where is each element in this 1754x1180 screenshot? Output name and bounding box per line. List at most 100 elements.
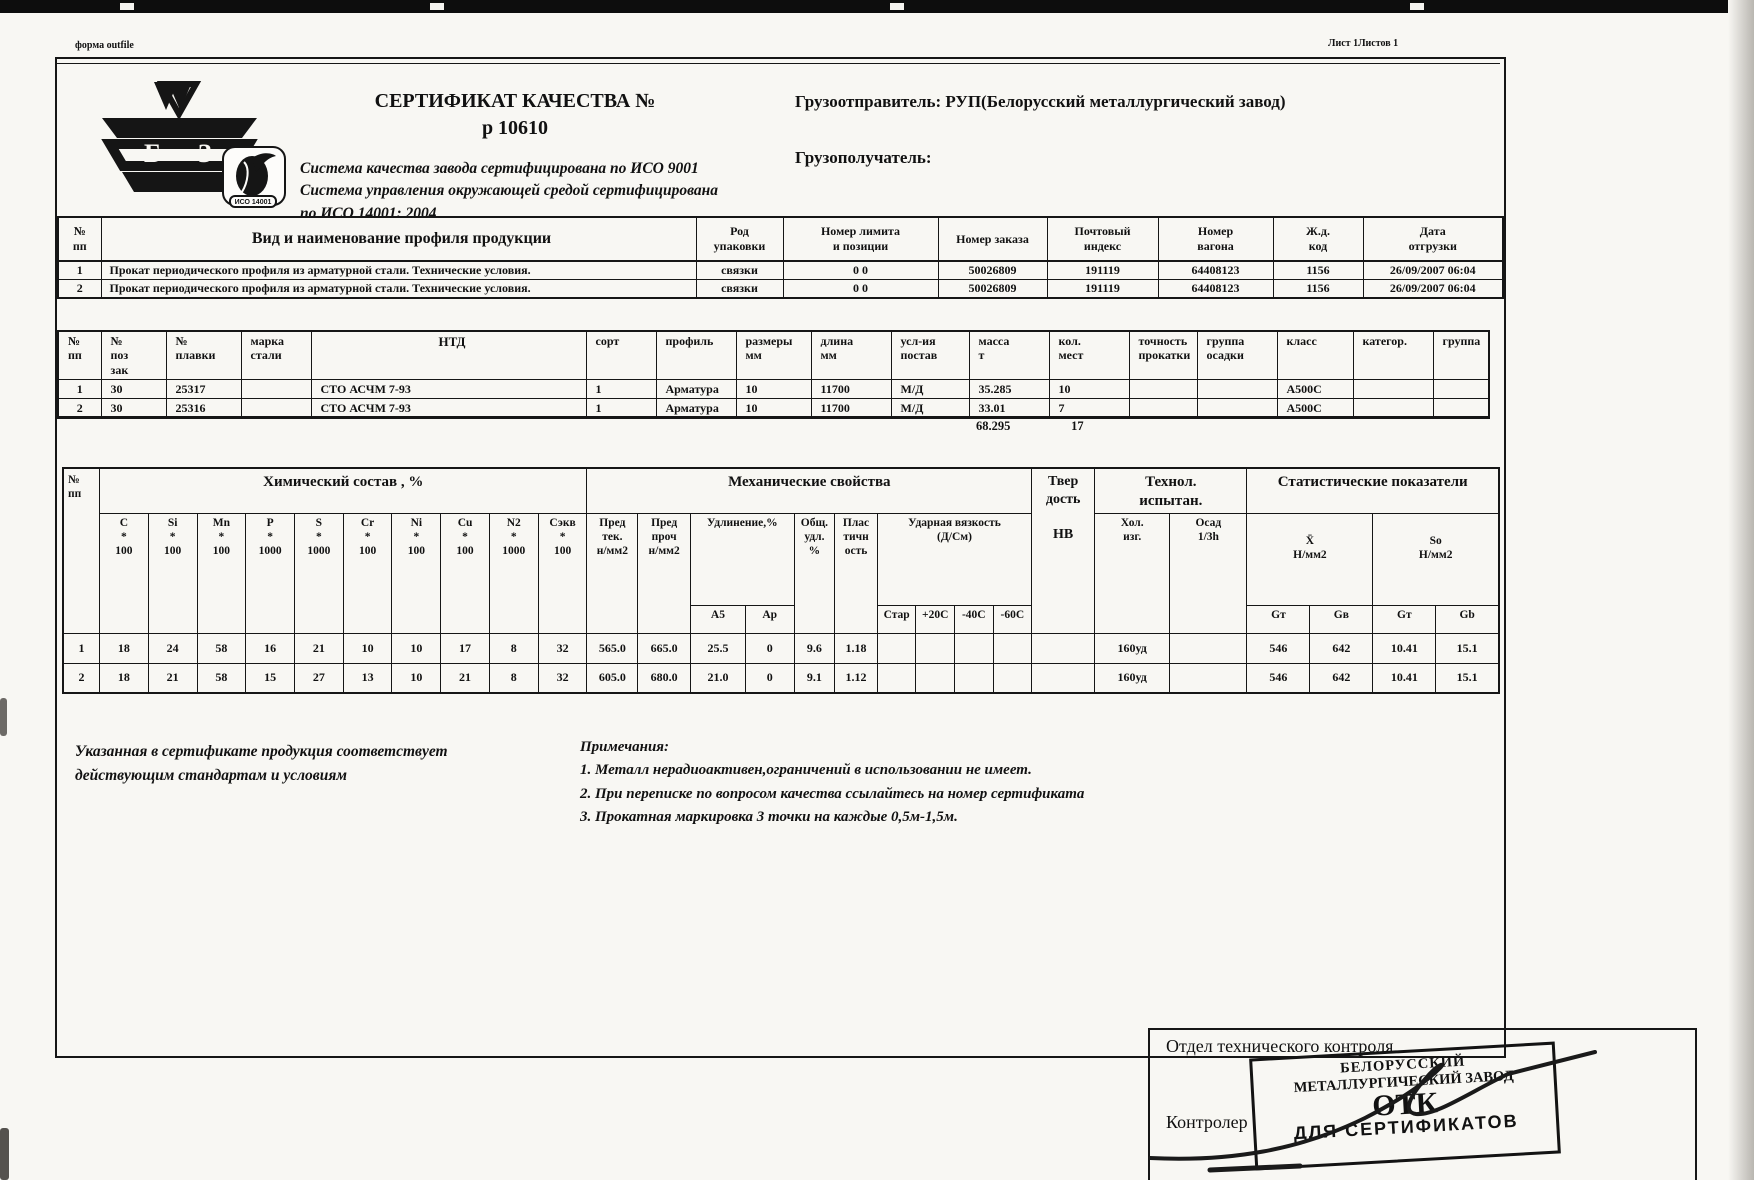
properties-group-row: № пп Химический состав , % Механические … — [62, 467, 1500, 634]
cell — [1432, 397, 1490, 418]
cell: связки — [695, 260, 784, 280]
cell: 27 — [293, 662, 344, 694]
cell: 35.285 — [968, 378, 1050, 399]
cell: Арматура — [655, 378, 737, 399]
cell: М/Д — [890, 397, 970, 418]
column-header: Номер вагона — [1157, 216, 1274, 262]
column-header: № пп — [62, 467, 101, 634]
sheet-label: Лист 1Листов 1 — [1328, 38, 1399, 49]
cell: 160уд — [1094, 662, 1171, 694]
cell: 642 — [1309, 662, 1374, 694]
cell: 58 — [196, 662, 247, 694]
cell: 18 — [99, 662, 149, 694]
cell: 1156 — [1272, 279, 1364, 299]
iso-certification-text: Система качества завода сертифицирована … — [300, 160, 719, 222]
column-header: -60С — [992, 604, 1033, 634]
consignee-line: Грузополучатель: — [795, 148, 932, 167]
table-row: 2 30 25316 СТО АСЧМ 7-93 1 Арматура 10 1… — [57, 397, 1490, 418]
column-header: Gт — [1246, 604, 1311, 634]
document-frame — [55, 57, 1506, 1058]
column-header: Si * 100 — [147, 512, 198, 634]
group-header-statistics: Статистические показатели — [1246, 467, 1500, 514]
group-header-tech-tests: Технол. испытан. — [1094, 467, 1248, 514]
cell: 160уд — [1094, 632, 1171, 664]
table-row: 2 Прокат периодического профиля из армат… — [57, 279, 1504, 299]
column-header: сорт — [585, 330, 657, 380]
cell: 0 0 — [782, 279, 939, 299]
cell: 10 — [342, 632, 393, 664]
cell: 10.41 — [1372, 632, 1437, 664]
cell — [1128, 397, 1198, 418]
cell: 1156 — [1272, 260, 1364, 280]
cell: Арматура — [655, 397, 737, 418]
cell: А500С — [1276, 378, 1354, 399]
cell: 13 — [342, 662, 393, 694]
column-header: Хол. изг. — [1094, 512, 1171, 634]
column-header: масса т — [968, 330, 1050, 380]
cell — [992, 632, 1033, 664]
column-header: категор. — [1352, 330, 1434, 380]
cell: 25.5 — [690, 632, 746, 664]
cell: 24 — [147, 632, 198, 664]
column-header: профиль — [655, 330, 737, 380]
cell: 665.0 — [637, 632, 692, 664]
cell: 642 — [1309, 632, 1374, 664]
column-header: размеры мм — [735, 330, 812, 380]
cell — [954, 662, 994, 694]
otk-stamp: БЕЛОРУССКИЙ МЕТАЛЛУРГИЧЕСКИЙ ЗАВОД ОТК Д… — [1249, 1041, 1561, 1171]
column-header: S * 1000 — [293, 512, 344, 634]
cell: 10.41 — [1372, 662, 1437, 694]
cell — [1196, 378, 1278, 399]
column-header: +20С — [915, 604, 955, 634]
cell: 10 — [1048, 378, 1130, 399]
svg-text:Б: Б — [144, 139, 161, 168]
cell: Прокат периодического профиля из арматур… — [100, 260, 697, 280]
cell: 191119 — [1046, 260, 1159, 280]
cell — [876, 632, 917, 664]
cell: 21 — [440, 662, 490, 694]
cell: 9.6 — [793, 632, 836, 664]
cell: 21 — [147, 662, 198, 694]
table-row: 1 30 25317 СТО АСЧМ 7-93 1 Арматура 10 1… — [57, 378, 1490, 399]
column-header: Mn * 100 — [196, 512, 247, 634]
conformity-statement: Указанная в сертификате продукция соотве… — [75, 743, 448, 785]
column-header: № пп — [57, 330, 102, 380]
column-header: № поз зак — [100, 330, 167, 380]
column-header: Gb — [1435, 604, 1500, 634]
svg-text:З: З — [198, 139, 212, 168]
scan-edge-shadow — [1728, 0, 1754, 1180]
form-label: форма outfile — [75, 40, 134, 51]
cell: 546 — [1246, 662, 1311, 694]
cell: 32 — [537, 632, 588, 664]
column-header: кол. мест — [1048, 330, 1130, 380]
cell: связки — [695, 279, 784, 299]
products-header-row: № пп Вид и наименование профиля продукци… — [57, 216, 1504, 262]
cell: 2 — [62, 662, 101, 694]
column-header: усл-ия постав — [890, 330, 970, 380]
cell: А500С — [1276, 397, 1354, 418]
iso-14001-badge-icon: ИСО 14001 — [222, 146, 286, 208]
column-header: Gв — [1309, 604, 1374, 634]
certificate-number: р 10610 — [481, 117, 549, 139]
cell — [1432, 378, 1490, 399]
cell: 33.01 — [968, 397, 1050, 418]
notes-title: Примечания: — [580, 739, 670, 755]
cell — [1196, 397, 1278, 418]
column-header: Осад 1/3h — [1169, 512, 1248, 634]
column-header: C * 100 — [99, 512, 149, 634]
column-header: марка стали — [240, 330, 312, 380]
column-header: Пред проч н/мм2 — [637, 512, 692, 634]
cell: 1 — [57, 378, 102, 399]
cell: 9.1 — [793, 662, 836, 694]
cell — [1031, 632, 1096, 664]
column-header: P * 1000 — [245, 512, 295, 634]
cell — [1128, 378, 1198, 399]
column-header: № плавки — [165, 330, 242, 380]
table-row: 1 Прокат периодического профиля из армат… — [57, 260, 1504, 280]
group-header-chemistry: Химический состав , % — [99, 467, 588, 514]
heats-table: № пп № поз зак № плавки марка стали НТД … — [57, 330, 1490, 419]
properties-subheader-row: C * 100 Si * 100 Mn * 100 P * 1000 S * 1… — [63, 512, 1500, 634]
cell: 21.0 — [690, 662, 746, 694]
cell: 2 — [57, 279, 102, 299]
column-header: Сэкв * 100 — [537, 512, 588, 634]
